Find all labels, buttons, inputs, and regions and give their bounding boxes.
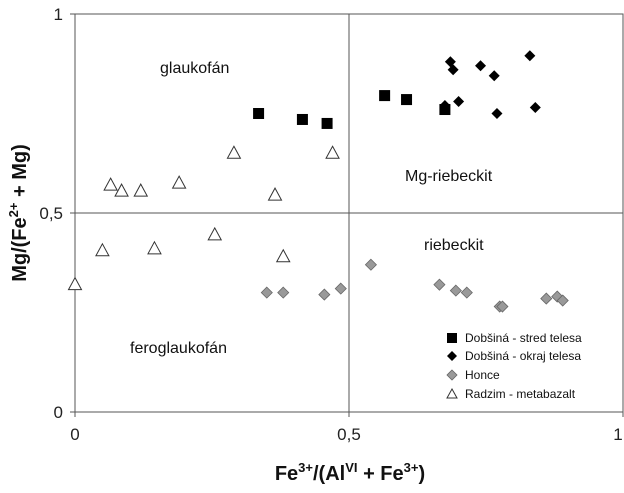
- x-axis-title: Fe3+/(AlVI + Fe3+): [275, 460, 425, 485]
- series-radzim-metabazalt: [67, 145, 340, 291]
- point-dobsina-okraj-telesa-3: [488, 70, 500, 82]
- region-label-feroglaukofan: feroglaukofán: [130, 340, 227, 357]
- point-dobsina-okraj-telesa-6: [453, 96, 465, 108]
- point-dobsina-okraj-telesa-1: [447, 64, 459, 76]
- series-dobsina-okraj-telesa: [439, 50, 541, 119]
- point-radzim-metabazalt-8: [226, 145, 242, 159]
- point-honce-5: [433, 278, 446, 291]
- point-honce-4: [364, 258, 377, 271]
- x-tick-label-min: 0: [70, 425, 79, 444]
- point-radzim-metabazalt-0: [67, 276, 83, 291]
- y-tick-label-max: 1: [54, 5, 63, 24]
- legend-label-radzim: Radzim - metabazalt: [465, 387, 576, 401]
- point-honce-7: [460, 286, 473, 299]
- y-tick-label-mid: 0,5: [39, 204, 63, 223]
- point-dobsina-stred-telesa-3: [379, 90, 391, 102]
- y-axis-ticks: 1 0,5 0: [39, 5, 75, 422]
- legend-marker-okraj: [447, 351, 457, 361]
- point-honce-9: [496, 300, 509, 313]
- y-tick-label-min: 0: [54, 403, 63, 422]
- point-honce-0: [260, 286, 273, 299]
- point-dobsina-okraj-telesa-7: [491, 108, 503, 119]
- point-dobsina-stred-telesa-0: [253, 108, 265, 119]
- point-radzim-metabazalt-11: [325, 145, 340, 159]
- point-honce-2: [318, 288, 331, 301]
- point-dobsina-stred-telesa-1: [296, 113, 308, 125]
- legend-marker-stred: [447, 333, 457, 343]
- x-tick-label-mid: 0,5: [337, 425, 361, 444]
- region-label-riebeckit: riebeckit: [424, 237, 484, 254]
- point-dobsina-okraj-telesa-8: [529, 102, 541, 114]
- point-radzim-metabazalt-4: [133, 183, 149, 197]
- x-tick-label-max: 1: [613, 425, 622, 444]
- point-honce-1: [277, 286, 290, 299]
- point-honce-10: [540, 292, 553, 305]
- legend: Dobšiná - stred telesa Dobšiná - okraj t…: [446, 331, 582, 401]
- point-radzim-metabazalt-7: [207, 226, 223, 241]
- legend-label-honce: Honce: [465, 368, 500, 382]
- legend-marker-radzim: [446, 387, 458, 399]
- y-axis-title: Mg/(Fe2+ + Mg): [6, 144, 31, 282]
- point-dobsina-okraj-telesa-0: [444, 56, 456, 68]
- point-dobsina-stred-telesa-4: [401, 94, 413, 106]
- point-honce-6: [449, 284, 462, 297]
- point-radzim-metabazalt-5: [147, 240, 162, 255]
- point-dobsina-stred-telesa-2: [321, 117, 333, 129]
- point-honce-3: [334, 282, 347, 295]
- legend-label-okraj: Dobšiná - okraj telesa: [465, 349, 581, 363]
- point-dobsina-okraj-telesa-4: [524, 50, 536, 62]
- point-radzim-metabazalt-9: [267, 187, 283, 201]
- point-radzim-metabazalt-2: [103, 177, 118, 191]
- point-radzim-metabazalt-10: [275, 248, 291, 263]
- legend-label-stred: Dobšiná - stred telesa: [465, 331, 582, 345]
- point-dobsina-okraj-telesa-2: [475, 60, 487, 72]
- series-honce: [260, 258, 569, 313]
- region-label-glaukofan: glaukofán: [160, 60, 229, 77]
- point-dobsina-okraj-telesa-5: [439, 100, 451, 112]
- x-axis-ticks: 0 0,5 1: [70, 412, 624, 444]
- data-points: [67, 50, 569, 313]
- point-radzim-metabazalt-3: [114, 183, 129, 197]
- point-honce-12: [556, 294, 569, 307]
- point-radzim-metabazalt-6: [171, 175, 187, 189]
- region-label-mg-riebeckit: Mg-riebeckit: [405, 168, 493, 185]
- point-radzim-metabazalt-1: [95, 242, 110, 257]
- legend-marker-honce: [446, 369, 458, 381]
